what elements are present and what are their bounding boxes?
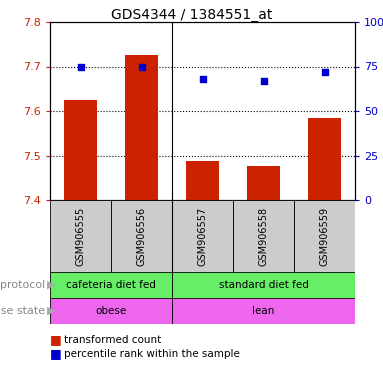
Text: GDS4344 / 1384551_at: GDS4344 / 1384551_at — [111, 8, 272, 22]
Bar — [50, 298, 172, 324]
Bar — [125, 55, 158, 200]
Point — [321, 69, 327, 75]
Bar — [233, 200, 294, 272]
Text: ■: ■ — [50, 333, 62, 346]
Text: percentile rank within the sample: percentile rank within the sample — [64, 349, 240, 359]
Text: GSM906559: GSM906559 — [319, 207, 329, 266]
Text: cafeteria diet fed: cafeteria diet fed — [66, 280, 156, 290]
Text: GSM906557: GSM906557 — [198, 206, 208, 266]
Text: GSM906556: GSM906556 — [136, 207, 147, 266]
Text: GSM906558: GSM906558 — [259, 207, 268, 266]
Bar — [64, 100, 97, 200]
Text: transformed count: transformed count — [64, 335, 161, 345]
Point — [260, 78, 267, 84]
Bar — [172, 272, 355, 298]
Point — [77, 63, 83, 70]
Text: ■: ■ — [50, 348, 62, 361]
Bar — [308, 118, 341, 200]
Text: obese: obese — [95, 306, 127, 316]
Text: GSM906555: GSM906555 — [75, 206, 85, 266]
Bar — [247, 166, 280, 200]
Point — [138, 63, 144, 70]
Bar — [50, 272, 172, 298]
Bar — [111, 200, 172, 272]
Text: disease state: disease state — [0, 306, 45, 316]
Bar — [172, 200, 233, 272]
Text: standard diet fed: standard diet fed — [219, 280, 308, 290]
Text: protocol: protocol — [0, 280, 45, 290]
Bar — [186, 161, 219, 200]
Bar — [294, 200, 355, 272]
Bar — [50, 200, 111, 272]
Text: ▶: ▶ — [47, 306, 56, 316]
Bar — [172, 298, 355, 324]
Point — [200, 76, 206, 82]
Text: ▶: ▶ — [47, 280, 56, 290]
Text: lean: lean — [252, 306, 275, 316]
